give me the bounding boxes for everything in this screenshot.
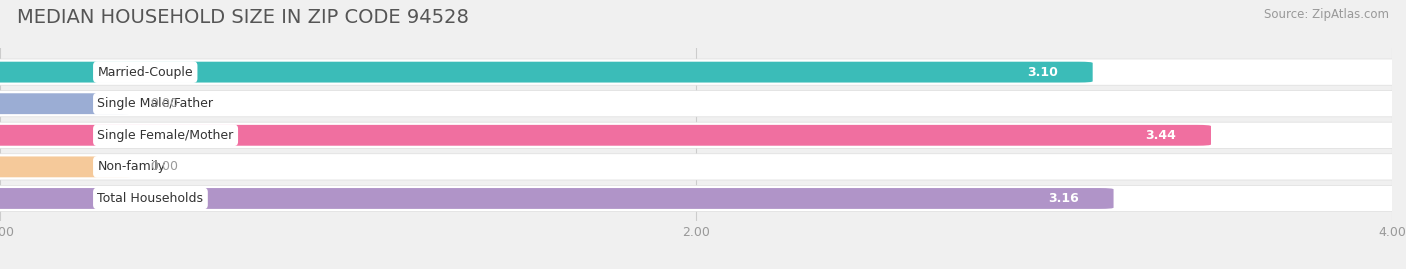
FancyBboxPatch shape <box>0 91 1406 117</box>
Text: MEDIAN HOUSEHOLD SIZE IN ZIP CODE 94528: MEDIAN HOUSEHOLD SIZE IN ZIP CODE 94528 <box>17 8 468 27</box>
FancyBboxPatch shape <box>0 62 1092 83</box>
Text: Single Female/Mother: Single Female/Mother <box>97 129 233 142</box>
Text: 3.16: 3.16 <box>1047 192 1078 205</box>
FancyBboxPatch shape <box>0 93 136 114</box>
Text: 0.00: 0.00 <box>149 97 177 110</box>
FancyBboxPatch shape <box>0 125 1211 146</box>
FancyBboxPatch shape <box>0 154 1406 180</box>
Text: Total Households: Total Households <box>97 192 204 205</box>
FancyBboxPatch shape <box>0 122 1406 148</box>
FancyBboxPatch shape <box>0 59 1406 85</box>
Text: 3.10: 3.10 <box>1026 66 1057 79</box>
Text: 3.44: 3.44 <box>1146 129 1177 142</box>
Text: Married-Couple: Married-Couple <box>97 66 193 79</box>
FancyBboxPatch shape <box>0 185 1406 212</box>
Text: Source: ZipAtlas.com: Source: ZipAtlas.com <box>1264 8 1389 21</box>
Text: Non-family: Non-family <box>97 160 166 174</box>
Text: Single Male/Father: Single Male/Father <box>97 97 214 110</box>
Text: 0.00: 0.00 <box>149 160 177 174</box>
FancyBboxPatch shape <box>0 157 136 177</box>
FancyBboxPatch shape <box>0 188 1114 209</box>
